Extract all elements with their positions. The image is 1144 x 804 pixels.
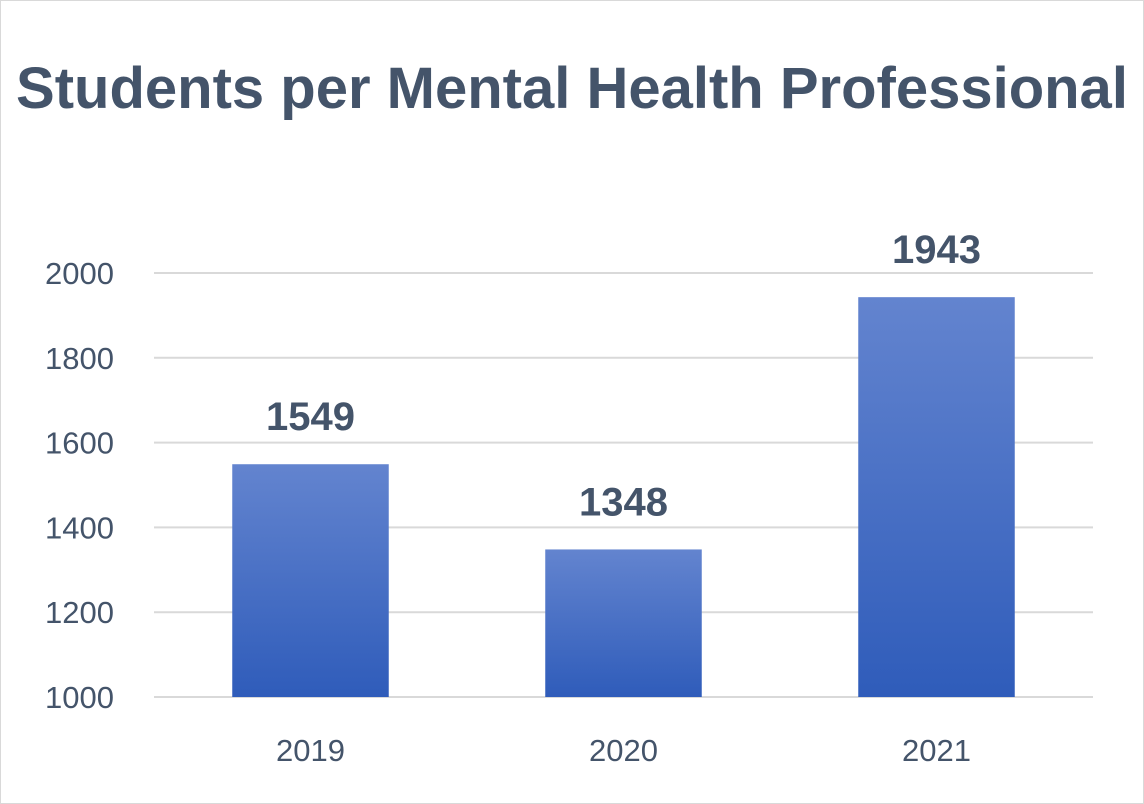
x-axis-ticks: 2019 2020 2021: [276, 733, 971, 768]
y-tick-label: 1800: [45, 341, 114, 376]
y-tick-label: 1600: [45, 426, 114, 461]
x-tick-label: 2019: [276, 733, 345, 768]
y-tick-label: 1400: [45, 510, 114, 545]
bar-2021: [858, 297, 1015, 697]
bar-2020: [545, 549, 702, 697]
data-labels: 1549 1348 1943: [266, 228, 981, 524]
y-tick-label: 2000: [45, 256, 114, 291]
x-tick-label: 2021: [902, 733, 971, 768]
y-axis-ticks: 1000 1200 1400 1600 1800 2000: [45, 256, 114, 715]
data-label: 1549: [266, 395, 355, 439]
bar-2019: [232, 464, 389, 697]
y-tick-label: 1200: [45, 595, 114, 630]
data-label: 1348: [579, 480, 668, 524]
chart-title: Students per Mental Health Professional: [16, 56, 1128, 121]
y-tick-label: 1000: [45, 680, 114, 715]
x-tick-label: 2020: [589, 733, 658, 768]
data-label: 1943: [892, 228, 981, 272]
bars: [232, 297, 1015, 697]
